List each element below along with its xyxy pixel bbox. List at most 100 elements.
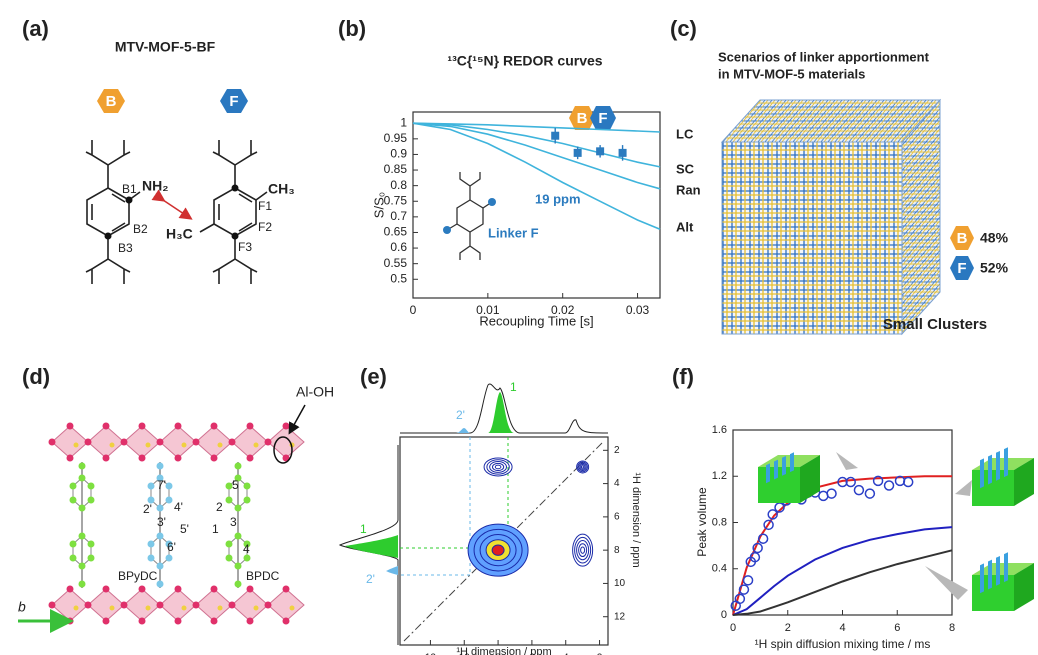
atom-label: 3 bbox=[230, 515, 237, 529]
atom bbox=[193, 602, 200, 609]
badge-text: F bbox=[598, 110, 607, 127]
y-tick-label: 0.5 bbox=[390, 271, 407, 285]
data-point bbox=[619, 149, 627, 157]
octahedron bbox=[88, 589, 124, 621]
contour bbox=[579, 544, 587, 557]
block bbox=[758, 467, 800, 503]
atom-label: 5' bbox=[180, 522, 189, 536]
linker-label: BPyDC bbox=[118, 569, 158, 583]
stripe bbox=[1004, 552, 1008, 582]
atom-label: F2 bbox=[258, 220, 272, 234]
atom bbox=[211, 423, 218, 430]
atom bbox=[74, 443, 79, 448]
contour bbox=[581, 466, 583, 468]
data-point bbox=[827, 489, 836, 498]
contour bbox=[492, 463, 503, 470]
atom bbox=[211, 455, 218, 462]
stripe bbox=[996, 451, 1000, 481]
atom bbox=[265, 602, 272, 609]
stripe bbox=[980, 458, 984, 488]
atom-label: 4' bbox=[174, 500, 183, 514]
data-point bbox=[551, 132, 559, 140]
atom-label: F3 bbox=[238, 240, 252, 254]
panel-label: (c) bbox=[670, 16, 697, 41]
legend-text: 52% bbox=[980, 260, 1009, 276]
panel-c: (c) Scenarios of linker apportionment in… bbox=[670, 16, 1009, 334]
atom bbox=[182, 606, 187, 611]
atom-label: H₃C bbox=[166, 226, 193, 242]
y-tick-label: 0 bbox=[721, 609, 727, 621]
atom bbox=[49, 602, 56, 609]
figure: (a) MTV-MOF-5-BF B F B1 NH₂ B2 B3 CH₃ F1… bbox=[0, 0, 1038, 655]
atom bbox=[67, 423, 74, 430]
y-tick-label: 0.4 bbox=[712, 563, 727, 575]
atom bbox=[244, 483, 251, 490]
framework bbox=[49, 423, 305, 625]
atom bbox=[79, 505, 86, 512]
ring bbox=[457, 200, 483, 232]
atom bbox=[226, 541, 233, 548]
badge-text: F bbox=[229, 93, 238, 110]
data-point bbox=[574, 149, 582, 157]
octahedron bbox=[196, 426, 232, 458]
atom bbox=[79, 563, 86, 570]
caption: Small Clusters bbox=[883, 316, 987, 333]
atom bbox=[148, 483, 155, 490]
atom bbox=[49, 439, 56, 446]
octahedron bbox=[160, 426, 196, 458]
atom bbox=[157, 533, 164, 540]
stripe bbox=[996, 556, 1000, 586]
panel-label: (e) bbox=[360, 364, 387, 389]
panel-label: (b) bbox=[338, 16, 366, 41]
atom bbox=[157, 463, 164, 470]
atom bbox=[103, 618, 110, 625]
atom bbox=[70, 483, 77, 490]
bonds bbox=[447, 172, 492, 260]
contour bbox=[573, 534, 593, 566]
axis-label: b bbox=[18, 599, 26, 615]
y-tick-label: 2 bbox=[614, 445, 620, 456]
atom bbox=[283, 586, 290, 593]
fit-curve bbox=[733, 550, 952, 615]
atom bbox=[88, 541, 95, 548]
atom bbox=[146, 443, 151, 448]
atom bbox=[175, 618, 182, 625]
atom bbox=[166, 555, 173, 562]
atom-label: NH₂ bbox=[142, 178, 168, 194]
atom-label: F1 bbox=[258, 199, 272, 213]
atom bbox=[247, 423, 254, 430]
atom bbox=[88, 483, 95, 490]
atom bbox=[74, 606, 79, 611]
stripe bbox=[988, 560, 992, 590]
atom bbox=[166, 483, 173, 490]
atom bbox=[182, 443, 187, 448]
atom bbox=[211, 618, 218, 625]
projection-fill bbox=[456, 428, 470, 433]
stripe bbox=[766, 463, 770, 483]
series-label: Ran bbox=[676, 182, 701, 197]
atom bbox=[157, 563, 164, 570]
panel-label: (a) bbox=[22, 16, 49, 41]
badge-text: B bbox=[577, 110, 588, 127]
x-tick-label: 2 bbox=[785, 622, 791, 634]
x-axis-label: ¹H spin diffusion mixing time / ms bbox=[755, 637, 931, 651]
octahedron bbox=[196, 589, 232, 621]
atom bbox=[229, 602, 236, 609]
atom bbox=[103, 455, 110, 462]
atom bbox=[235, 581, 242, 588]
panel-a: (a) MTV-MOF-5-BF B F B1 NH₂ B2 B3 CH₃ F1… bbox=[22, 16, 295, 284]
projection-label: 1 bbox=[510, 380, 517, 394]
octahedron bbox=[124, 589, 160, 621]
projection-label: 2' bbox=[456, 408, 465, 422]
octahedron bbox=[232, 589, 268, 621]
atom bbox=[283, 618, 290, 625]
linker-label: BPDC bbox=[246, 569, 280, 583]
atom bbox=[139, 423, 146, 430]
y-tick-label: 0.6 bbox=[390, 240, 407, 254]
badge-text: F bbox=[957, 260, 966, 277]
atom-label: B1 bbox=[122, 182, 137, 196]
block bbox=[972, 575, 1014, 611]
octahedron bbox=[88, 426, 124, 458]
inset bbox=[972, 552, 1034, 611]
series-label: Alt bbox=[676, 219, 694, 234]
